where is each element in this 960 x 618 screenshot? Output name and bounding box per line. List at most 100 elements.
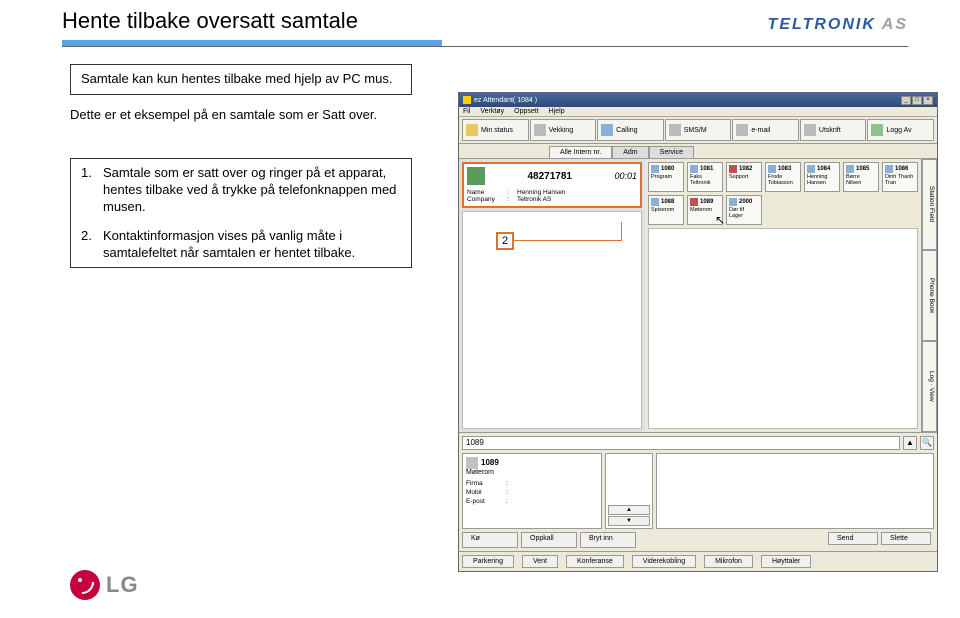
call-name-label: Name: [467, 189, 507, 196]
titlebar[interactable]: ez Attendant( 1084 ) _ □ ×: [459, 93, 937, 107]
slide-title: Hente tilbake oversatt samtale: [62, 8, 358, 34]
ext-name: Dinh Thanh Tran: [885, 174, 915, 186]
tool-email[interactable]: e-mail: [732, 119, 799, 141]
callout-2-line: [514, 240, 622, 241]
active-call-box[interactable]: 48271781 00:01 Name:Henning Hansen Compa…: [462, 162, 642, 208]
btn-oppkall[interactable]: Oppkall: [521, 532, 577, 548]
phone-icon: [729, 198, 737, 206]
teltronik-logo: TELTRONIK AS: [768, 16, 908, 34]
ext-num: 2000: [739, 199, 752, 205]
ext-name: Program: [651, 174, 681, 180]
tab-service[interactable]: Service: [649, 146, 694, 158]
exit-icon: [871, 124, 883, 136]
btn-slette[interactable]: Slette: [881, 532, 931, 545]
ext-1085[interactable]: 1085Børre Nilsen: [843, 162, 879, 192]
btn-parkering[interactable]: Parkering: [462, 555, 514, 568]
step-2-text: Kontaktinformasjon vises på vanlig måte …: [103, 228, 401, 262]
printer-icon: [804, 124, 816, 136]
ext-1081[interactable]: 1081Faks Teltronik: [687, 162, 723, 192]
ext-num: 1083: [778, 166, 791, 172]
speaker-icon: [601, 124, 613, 136]
ext-2000[interactable]: 2000Dør tlf Lager: [726, 195, 762, 225]
btn-send[interactable]: Send: [828, 532, 878, 545]
tab-adm[interactable]: Adm: [612, 146, 648, 158]
detail-number: 1089: [481, 458, 499, 467]
envelope-icon: [669, 124, 681, 136]
tool-label: Utskrift: [819, 127, 841, 134]
detail-panel-notes[interactable]: [656, 453, 934, 529]
callout-2: 2: [496, 232, 514, 250]
maximize-button[interactable]: □: [912, 96, 922, 105]
tool-utskrift[interactable]: Utskrift: [800, 119, 867, 141]
sidetab-station-field[interactable]: Station Field: [922, 159, 937, 250]
tool-vekking[interactable]: Vekking: [530, 119, 597, 141]
menu-hjelp[interactable]: Hjelp: [549, 108, 565, 115]
ext-num: 1080: [661, 166, 674, 172]
close-button[interactable]: ×: [923, 96, 933, 105]
ext-num: 1086: [895, 166, 908, 172]
ext-name: Faks Teltronik: [690, 174, 720, 186]
sidetab-phone-book[interactable]: Phone Book: [922, 250, 937, 341]
tool-minstatus[interactable]: Min status: [462, 119, 529, 141]
menu-verktoy[interactable]: Verktøy: [480, 108, 504, 115]
call-number: 48271781: [527, 171, 572, 182]
menu-oppsett[interactable]: Oppsett: [514, 108, 539, 115]
btn-hoyttaler[interactable]: Høyttaler: [761, 555, 811, 568]
ext-1086[interactable]: 1086 Dinh Thanh Tran: [882, 162, 918, 192]
phone-icon: [768, 165, 776, 173]
extensions-grid: 1080 Program 1081Faks Teltronik 1082 Suppo…: [645, 159, 921, 432]
sidetab-log-view[interactable]: Log · View: [922, 341, 937, 432]
phone-icon: [651, 198, 659, 206]
tab-alle-intern[interactable]: Alle Intern nr.: [549, 146, 612, 158]
panel-up-button[interactable]: ▲: [608, 505, 650, 515]
tool-calling[interactable]: Calling: [597, 119, 664, 141]
bottom-toolbar: Parkering Vent Konferanse Viderekobling …: [459, 551, 937, 571]
detail-panels: 1089 Møterom Firma: Mobil: E-post: ▲ ▼: [462, 453, 934, 529]
btn-konferanse[interactable]: Konferanse: [566, 555, 624, 568]
phone-icon: [690, 165, 698, 173]
search-up-button[interactable]: ▲: [903, 436, 917, 450]
search-go-button[interactable]: 🔍: [920, 436, 934, 450]
ext-1080[interactable]: 1080 Program: [648, 162, 684, 192]
ext-name: Support: [729, 174, 759, 180]
ext-1084[interactable]: 1084Henning Hansen: [804, 162, 840, 192]
window-title: ez Attendant( 1084 ): [474, 97, 537, 104]
search-input[interactable]: 1089: [462, 436, 900, 450]
person-icon: [466, 124, 478, 136]
lg-circle-icon: [70, 570, 100, 600]
tool-sms[interactable]: SMS/M: [665, 119, 732, 141]
btn-mikrofon[interactable]: Mikrofon: [704, 555, 753, 568]
tool-loggav[interactable]: Logg Av: [867, 119, 934, 141]
ext-num: 1082: [739, 166, 752, 172]
ext-1088[interactable]: 1088 Spiserom: [648, 195, 684, 225]
ext-num: 1085: [856, 166, 869, 172]
grid-blank-area: [648, 228, 918, 429]
btn-vent[interactable]: Vent: [522, 555, 558, 568]
call-name-value: Henning Hansen: [517, 189, 565, 196]
menubar: Fil Verktøy Oppsett Hjelp: [459, 107, 937, 117]
phone-icon: [729, 165, 737, 173]
phone-icon: [885, 165, 893, 173]
ext-1082[interactable]: 1082 Support: [726, 162, 762, 192]
minimize-button[interactable]: _: [901, 96, 911, 105]
ext-1083[interactable]: 1083 Frode Tobiasson: [765, 162, 801, 192]
ext-name: Frode Tobiasson: [768, 174, 798, 186]
ext-num: 1088: [661, 199, 674, 205]
ext-1089[interactable]: 1089Møterom↖: [687, 195, 723, 225]
btn-ko[interactable]: Kø: [462, 532, 518, 548]
tool-label: Vekking: [549, 127, 574, 134]
phone-icon: [466, 457, 478, 469]
menu-fil[interactable]: Fil: [463, 108, 470, 115]
intro-box: Samtale kan kun hentes tilbake med hjelp…: [70, 64, 412, 95]
btn-brytinn[interactable]: Bryt inn: [580, 532, 636, 548]
step-2: 2. Kontaktinformasjon vises på vanlig må…: [81, 228, 401, 262]
detail-name: Møterom: [466, 469, 598, 476]
btn-viderekobling[interactable]: Viderekobling: [632, 555, 696, 568]
ext-row-2: 1088 Spiserom 1089Møterom↖ 2000Dør tlf La…: [648, 195, 918, 225]
cursor-icon: ↖: [715, 213, 725, 227]
call-company-label: Company: [467, 196, 507, 203]
panel-down-button[interactable]: ▼: [608, 516, 650, 526]
ext-name: Spiserom: [651, 207, 681, 213]
extensions-column: 1080 Program 1081Faks Teltronik 1082 Suppo…: [645, 159, 937, 432]
ext-name: Henning Hansen: [807, 174, 837, 186]
